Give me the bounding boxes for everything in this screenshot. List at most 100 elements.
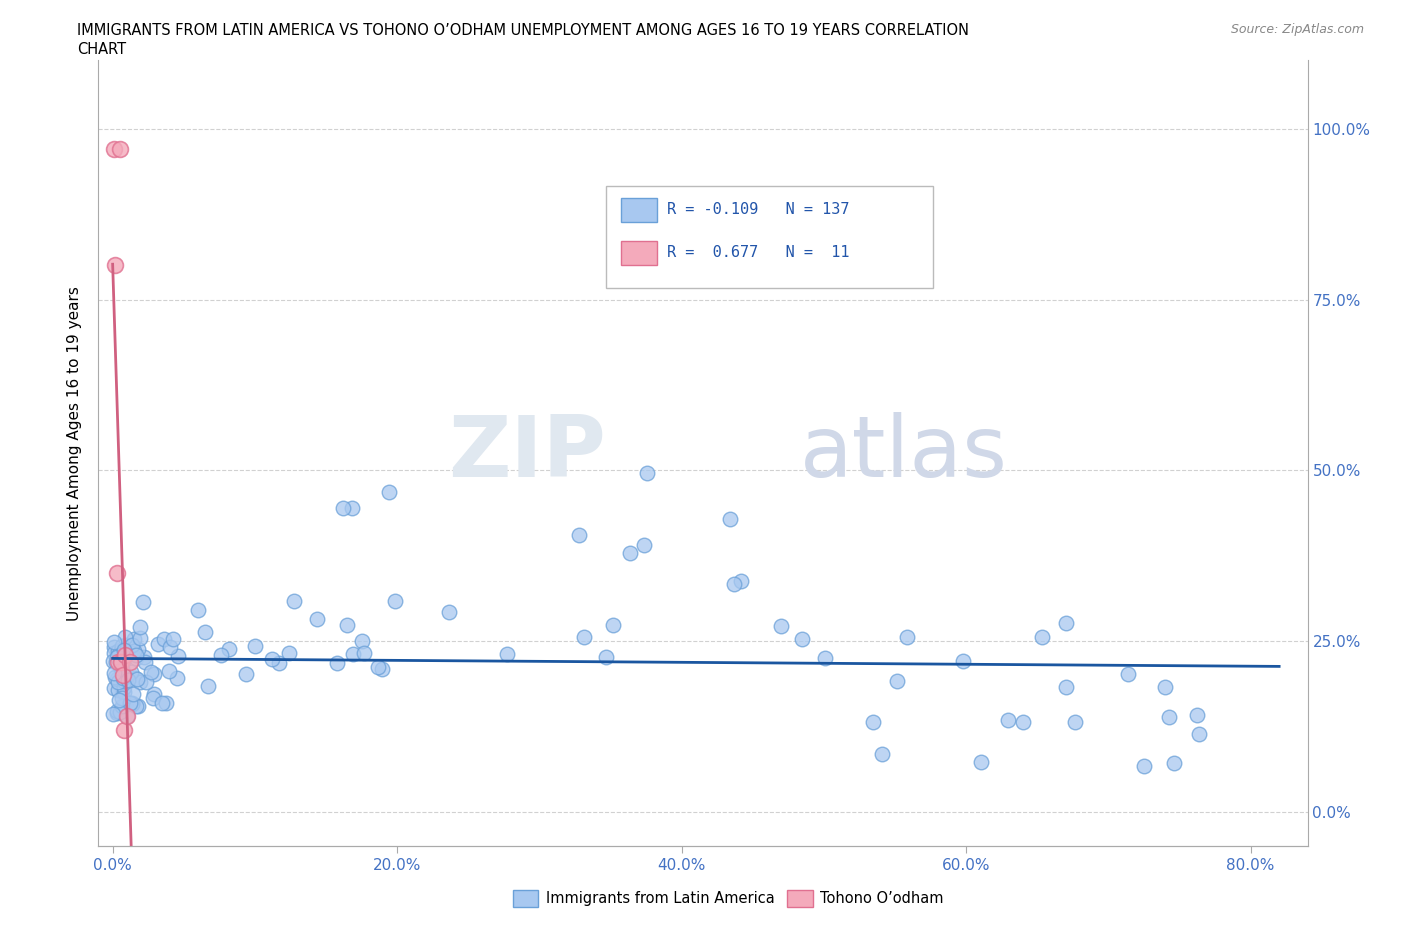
- Point: [103, 681, 125, 696]
- Point: [278, 645, 301, 660]
- Point: [107, 644, 129, 658]
- Point: [896, 630, 918, 644]
- Point: [121, 696, 143, 711]
- Text: IMMIGRANTS FROM LATIN AMERICA VS TOHONO O’ODHAM UNEMPLOYMENT AMONG AGES 16 TO 19: IMMIGRANTS FROM LATIN AMERICA VS TOHONO …: [77, 23, 969, 38]
- Point: [107, 683, 129, 698]
- Point: [134, 655, 156, 670]
- Point: [107, 655, 129, 670]
- Point: [105, 706, 128, 721]
- Point: [162, 631, 184, 646]
- Point: [1054, 616, 1077, 631]
- Point: [1185, 708, 1208, 723]
- Point: [326, 656, 349, 671]
- Point: [105, 565, 128, 580]
- Point: [1133, 758, 1156, 773]
- Point: [108, 704, 131, 719]
- Point: [730, 573, 752, 588]
- Point: [129, 631, 152, 645]
- Point: [1157, 710, 1180, 724]
- Point: [115, 709, 138, 724]
- Point: [1153, 679, 1175, 694]
- Y-axis label: Unemployment Among Ages 16 to 19 years: Unemployment Among Ages 16 to 19 years: [67, 286, 83, 621]
- Point: [112, 680, 135, 695]
- Point: [153, 632, 176, 647]
- Point: [283, 593, 305, 608]
- Point: [120, 665, 142, 680]
- Point: [103, 645, 125, 660]
- Text: R =  0.677   N =  11: R = 0.677 N = 11: [666, 246, 849, 260]
- Point: [111, 671, 134, 686]
- Point: [342, 646, 364, 661]
- Point: [105, 671, 128, 686]
- Point: [129, 675, 152, 690]
- Point: [267, 655, 290, 670]
- Point: [108, 646, 131, 661]
- Point: [114, 644, 136, 659]
- Point: [870, 746, 893, 761]
- Point: [114, 644, 136, 658]
- Point: [105, 650, 128, 665]
- Point: [122, 686, 145, 701]
- Point: [262, 651, 284, 666]
- Point: [862, 714, 884, 729]
- Point: [114, 629, 136, 644]
- Point: [384, 593, 406, 608]
- Point: [101, 706, 124, 721]
- Text: Source: ZipAtlas.com: Source: ZipAtlas.com: [1230, 23, 1364, 36]
- Point: [112, 674, 135, 689]
- Point: [814, 650, 837, 665]
- FancyBboxPatch shape: [606, 186, 932, 288]
- Point: [723, 577, 745, 591]
- Point: [114, 698, 136, 712]
- Point: [969, 755, 991, 770]
- Point: [332, 500, 354, 515]
- Point: [135, 675, 157, 690]
- Point: [437, 604, 460, 619]
- Point: [110, 659, 132, 674]
- Point: [111, 698, 134, 713]
- Point: [1187, 727, 1209, 742]
- Point: [118, 695, 141, 710]
- Point: [142, 690, 165, 705]
- Point: [112, 643, 135, 658]
- Point: [110, 643, 132, 658]
- Point: [117, 672, 139, 687]
- Text: Immigrants from Latin America: Immigrants from Latin America: [546, 891, 775, 906]
- Point: [108, 142, 131, 157]
- Point: [111, 691, 134, 706]
- Point: [150, 696, 173, 711]
- Point: [1063, 714, 1085, 729]
- Point: [108, 693, 131, 708]
- Point: [122, 644, 145, 658]
- Point: [104, 670, 127, 684]
- Point: [124, 671, 146, 686]
- Point: [103, 634, 125, 649]
- Point: [602, 618, 624, 632]
- Point: [370, 662, 392, 677]
- Point: [132, 594, 155, 609]
- Point: [121, 637, 143, 652]
- Point: [112, 655, 135, 670]
- Point: [115, 637, 138, 652]
- Point: [194, 625, 217, 640]
- Point: [115, 709, 138, 724]
- Point: [243, 639, 266, 654]
- Point: [336, 618, 359, 632]
- Point: [1031, 630, 1053, 644]
- Point: [187, 603, 209, 618]
- Point: [997, 713, 1019, 728]
- Point: [125, 671, 148, 686]
- Point: [307, 611, 329, 626]
- Point: [770, 618, 793, 633]
- Point: [129, 619, 152, 634]
- Point: [125, 650, 148, 665]
- Point: [159, 640, 181, 655]
- Point: [103, 142, 125, 157]
- Point: [197, 679, 219, 694]
- Point: [353, 645, 375, 660]
- Point: [342, 500, 364, 515]
- Point: [117, 644, 139, 658]
- Point: [142, 686, 165, 701]
- Point: [105, 703, 128, 718]
- Point: [350, 633, 373, 648]
